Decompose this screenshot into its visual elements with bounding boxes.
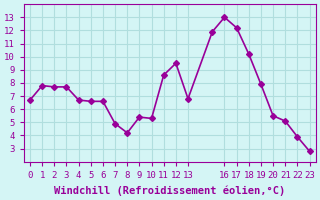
X-axis label: Windchill (Refroidissement éolien,°C): Windchill (Refroidissement éolien,°C) [54,185,285,196]
